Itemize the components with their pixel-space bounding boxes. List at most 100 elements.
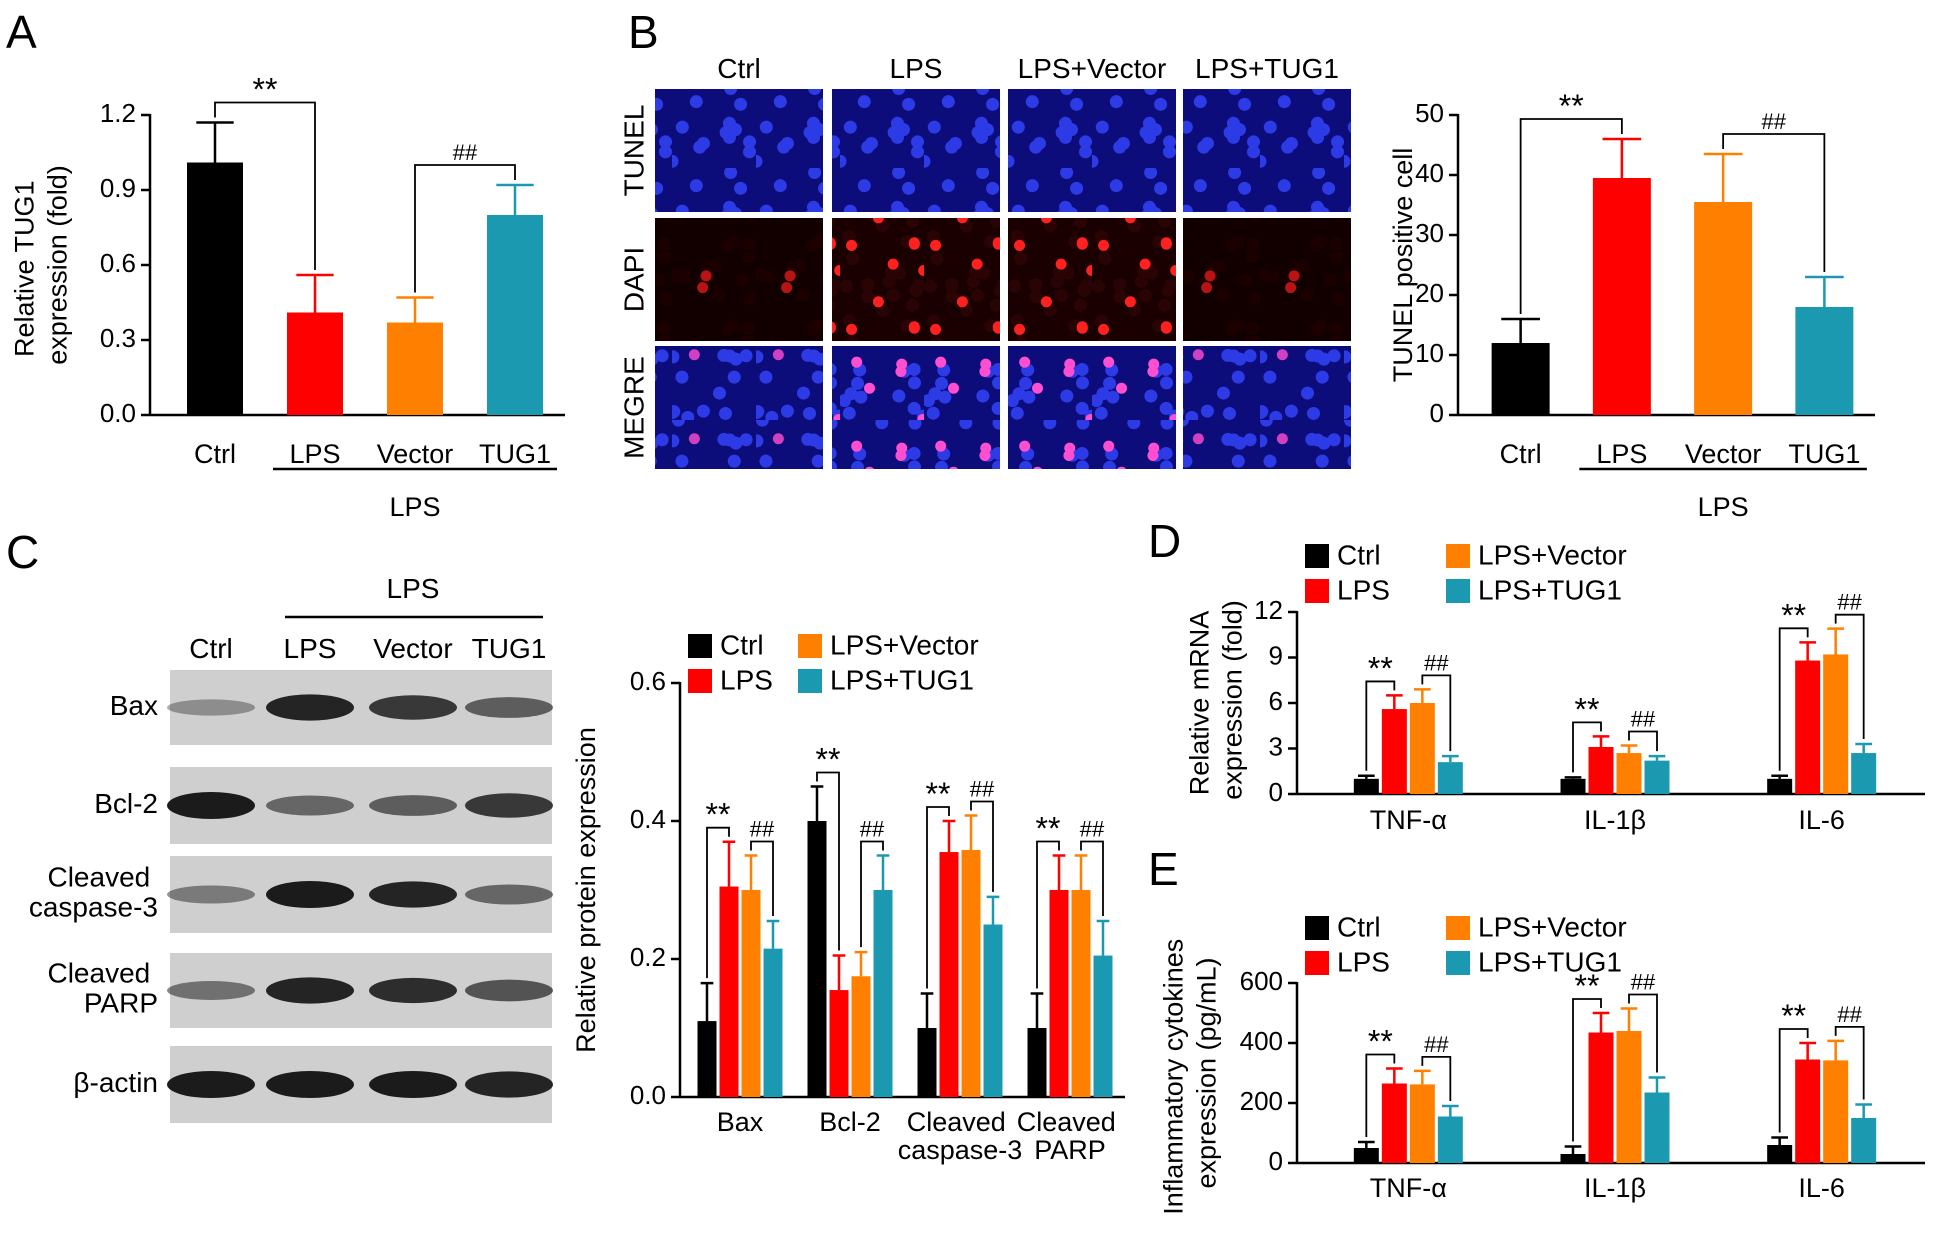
error-bar [810,785,824,821]
bar [961,849,981,1097]
y-tick-label: 0.4 [630,804,666,834]
lane-label: TUG1 [472,633,547,664]
bar [1767,778,1793,794]
bar [1795,307,1854,415]
error-bar [1703,152,1743,202]
blot-band [465,884,553,905]
error-bar [1799,1041,1816,1060]
legend-label: LPS+TUG1 [1478,574,1622,605]
error-bar [1052,854,1066,890]
significance-label: ## [1631,970,1656,995]
image-column-label: Ctrl [717,53,761,84]
panel-label: E [1148,843,1179,895]
y-axis-label: Relative protein expression [571,727,601,1053]
error-bar [496,183,534,215]
error-bar [1771,774,1788,779]
significance-bracket [816,771,840,951]
y-tick-label: 20 [1415,278,1444,308]
y-tick-label: 0.9 [100,173,136,203]
micrograph [1183,346,1351,469]
micrograph [655,89,823,212]
y-tick-label: 400 [1240,1026,1283,1056]
panel-label: D [1148,515,1181,567]
legend-swatch [798,669,822,693]
significance-label: ** [1575,968,1600,1004]
bar [851,976,871,1097]
y-tick-label: 50 [1415,98,1444,128]
bar [1616,753,1642,794]
y-tick-label: 0 [1430,398,1444,428]
significance-bracket [1365,1053,1396,1137]
error-bar [1442,754,1459,763]
micrograph [1008,89,1176,212]
significance-bracket [1572,721,1602,773]
error-bar [1648,1076,1666,1093]
significance-bracket [1421,1056,1452,1101]
legend-label: LPS+Vector [1478,911,1627,942]
error-bar [1414,688,1431,703]
error-bar [942,819,956,853]
error-bar [1442,1104,1459,1117]
y-tick-label: 12 [1254,595,1283,625]
error-bar [1799,641,1816,661]
x-tick-label: Ctrl [194,439,236,469]
bar [1409,703,1435,794]
significance-label: ## [970,776,995,801]
y-axis-label: TUNEL positive cell [1388,148,1418,383]
bar [1093,955,1113,1097]
significance-bracket [1722,133,1826,272]
error-bar [832,954,846,991]
legend-label: Ctrl [1337,539,1381,570]
significance-label: ## [1631,706,1656,731]
micrograph [832,89,1000,212]
bar [387,322,443,415]
y-axis-label: Inflammatory cytokines expression (pg/mL… [1159,931,1222,1215]
bar [1027,1028,1047,1097]
error-bar [986,895,1000,925]
error-bar [1805,275,1844,307]
x-tick-label: Vector [1685,439,1762,469]
significance-bracket [926,806,950,989]
error-bar [1855,742,1872,754]
blot-band [167,981,255,1000]
blot-row-label: Cleaved PARP [47,958,158,1019]
significance-label: ## [453,140,478,165]
blot-band [167,699,255,716]
significance-label: ## [860,817,885,842]
significance-label: ** [253,72,278,108]
micrograph [1008,346,1176,469]
x-tick-label: LPS [1596,439,1647,469]
legend-swatch [688,669,712,693]
group-label: LPS [1698,492,1749,522]
error-bar [700,981,714,1022]
x-tick-label: Cleaved caspase-3 [898,1107,1023,1165]
legend-swatch [1305,579,1329,603]
legend-label: LPS+TUG1 [830,664,974,695]
bar [1491,343,1550,415]
y-tick-label: 10 [1415,338,1444,368]
blot-band [369,977,457,1004]
bar [1588,1032,1614,1163]
error-bar [854,950,868,977]
blot-row-label: Bcl-2 [94,788,158,819]
bar [1694,202,1753,415]
micrograph [1183,89,1351,212]
bar [873,890,893,1097]
bar [1381,709,1407,794]
error-bar [1096,919,1110,956]
image-row-label: DAPI [618,247,649,312]
error-bar [396,296,434,323]
legend-label: LPS [720,664,773,695]
error-bar [1386,694,1403,710]
blot-row-label: β-actin [73,1067,158,1098]
x-tick-label: TNF-α [1370,1173,1447,1203]
blot-band [369,881,457,908]
x-tick-label: Bcl-2 [819,1107,881,1137]
y-tick-label: 0.0 [100,398,136,428]
error-bar [1564,776,1582,779]
bar [187,162,243,415]
bar [1823,654,1849,794]
error-bar [920,992,934,1028]
y-tick-label: 30 [1415,218,1444,248]
